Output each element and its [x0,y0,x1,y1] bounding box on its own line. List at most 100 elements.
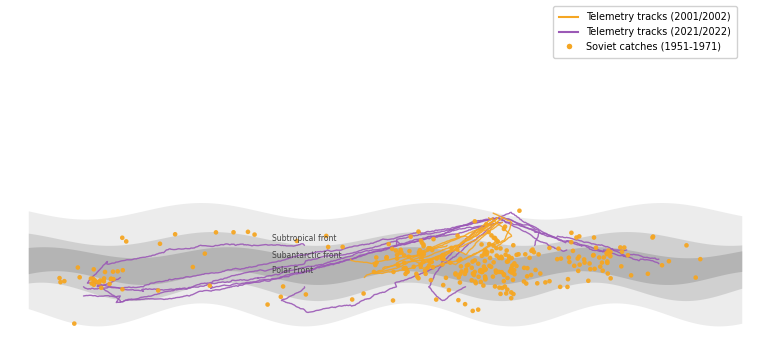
Point [483,229,495,235]
Point [472,307,484,313]
Point [421,265,434,270]
Point [55,279,67,285]
Point [469,269,481,275]
Point [417,259,430,264]
Point [517,279,530,284]
Point [479,276,491,281]
Point [588,252,600,258]
Point [98,276,110,281]
Point [507,243,520,248]
Point [452,297,464,303]
Point [647,234,659,239]
Point [505,268,517,274]
Point [590,245,602,251]
Point [417,244,430,249]
Point [387,298,399,303]
Point [466,265,478,270]
Point [493,255,505,261]
Point [587,253,599,258]
Point [571,256,584,261]
Point [567,248,579,254]
Point [563,259,575,265]
Point [495,254,507,260]
Point [68,321,80,326]
Point [519,252,531,257]
Point [646,235,658,240]
Point [262,302,274,307]
Point [424,259,436,264]
Point [424,245,437,251]
Point [383,242,395,247]
Point [459,301,471,307]
Point [249,232,261,237]
Point [451,233,464,238]
Point [467,259,479,264]
Point [412,275,424,281]
Point [479,277,491,282]
Point [403,254,415,260]
Point [554,284,566,290]
Point [478,264,490,269]
Point [494,291,507,297]
Point [573,254,585,259]
Point [478,252,490,257]
Point [584,266,597,272]
Point [437,282,450,288]
Point [209,230,222,235]
Point [489,235,501,241]
Point [485,264,497,270]
Point [59,278,71,284]
Point [430,256,443,261]
Point [521,266,534,271]
Point [397,266,410,271]
Point [427,264,439,270]
Point [618,245,631,250]
Point [467,308,479,314]
Point [88,267,100,272]
Point [479,274,491,279]
Point [474,267,487,273]
Point [490,245,503,251]
Point [500,252,512,258]
Point [107,269,119,275]
Point [53,275,65,281]
Point [400,271,412,277]
Point [486,248,498,254]
Point [498,272,511,278]
Point [499,284,511,289]
Point [423,263,435,268]
Point [597,268,609,274]
Point [404,234,417,239]
Point [602,248,614,253]
Point [413,252,425,257]
Point [440,275,452,280]
Point [72,265,84,270]
Point [460,267,472,272]
Point [483,241,495,247]
Point [534,271,547,276]
Point [116,286,129,292]
Point [411,274,424,279]
Point [476,269,488,275]
Point [454,256,467,262]
Point [444,260,457,266]
Point [94,278,106,283]
Point [73,275,85,280]
Point [507,277,519,283]
Point [370,255,383,260]
Point [518,265,531,271]
Point [459,271,471,277]
Point [561,284,574,290]
Point [529,267,541,273]
Point [506,270,518,275]
Point [88,278,100,283]
Point [475,269,487,275]
Point [544,278,556,284]
Point [562,276,574,282]
Point [437,262,449,267]
Point [415,261,427,267]
Point [494,285,506,290]
Point [588,235,600,240]
Point [481,250,494,255]
Point [87,276,99,282]
